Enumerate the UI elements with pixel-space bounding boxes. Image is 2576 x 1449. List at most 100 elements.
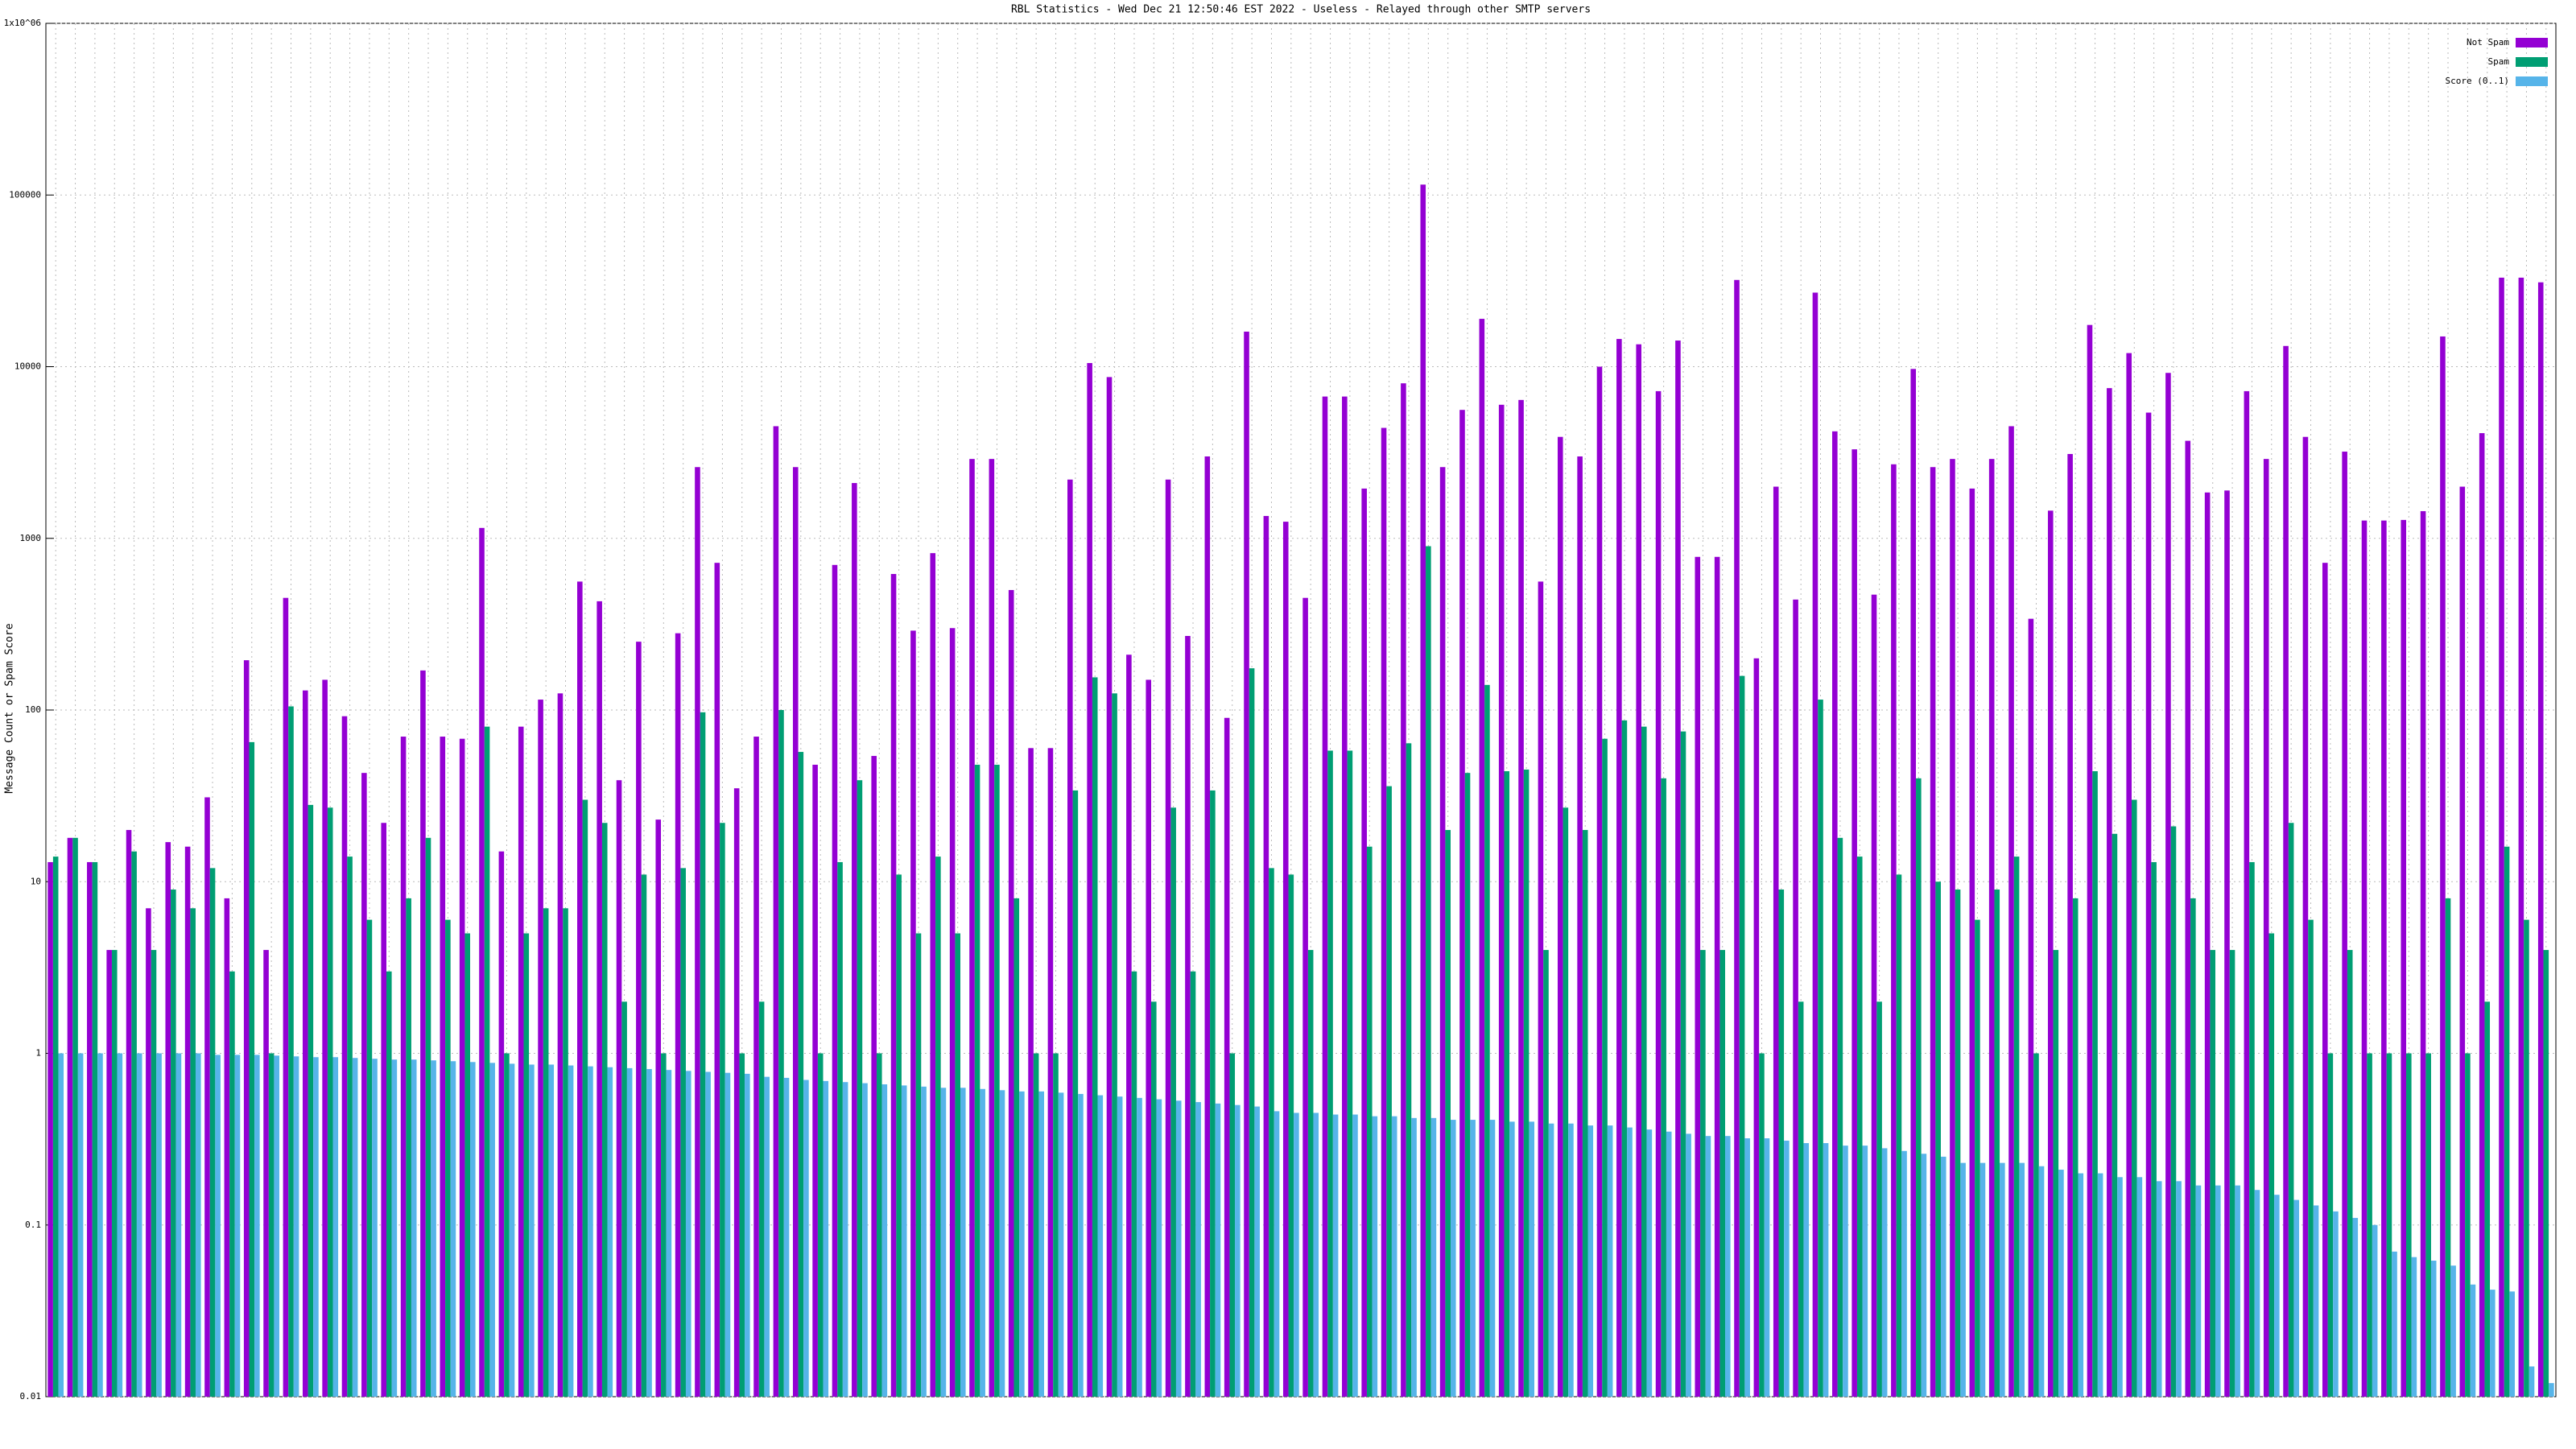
bar: [1156, 1099, 1162, 1397]
bar: [2067, 453, 2073, 1397]
y-axis-label: Message Count or Spam Score: [4, 623, 16, 793]
legend-swatch: [2516, 57, 2548, 67]
bar: [582, 799, 588, 1397]
bar: [420, 670, 426, 1397]
bar: [1563, 807, 1569, 1397]
bar: [1112, 693, 1117, 1397]
bar: [646, 1069, 652, 1397]
bar: [2131, 799, 2137, 1397]
bar: [1509, 1121, 1515, 1397]
bar: [1459, 410, 1465, 1397]
bar: [1969, 488, 1975, 1397]
bar: [2347, 950, 2353, 1397]
bar: [1896, 874, 1902, 1397]
bar: [935, 857, 941, 1397]
bar: [2392, 1251, 2397, 1397]
bar: [204, 797, 210, 1397]
bar: [1470, 1120, 1476, 1397]
bar: [1753, 658, 1760, 1397]
bar: [1131, 971, 1137, 1397]
bar: [47, 861, 53, 1397]
y-tick-label: 0.1: [25, 1220, 41, 1230]
bar: [470, 1062, 476, 1397]
bar: [2210, 950, 2215, 1397]
bar: [817, 1053, 824, 1397]
bar: [960, 1088, 966, 1397]
y-tick-label: 10: [31, 876, 41, 886]
bar: [489, 1063, 495, 1397]
bar: [548, 1064, 555, 1397]
bar: [1204, 456, 1211, 1397]
bar: [1426, 546, 1431, 1397]
bar: [293, 1056, 299, 1397]
bar: [2190, 898, 2196, 1397]
bar: [720, 823, 725, 1397]
bar: [195, 1053, 201, 1397]
bar: [2000, 1162, 2005, 1397]
bar: [1170, 807, 1176, 1397]
bar: [940, 1088, 947, 1397]
bar: [2302, 436, 2309, 1397]
bar: [862, 1083, 868, 1397]
bar: [406, 898, 411, 1397]
bar: [1666, 1131, 1672, 1397]
bar: [1773, 486, 1779, 1397]
bar: [930, 553, 936, 1397]
bar: [529, 1064, 535, 1397]
bar: [2092, 771, 2098, 1397]
bar: [890, 574, 897, 1397]
bar: [661, 1053, 667, 1397]
bar: [2263, 459, 2269, 1397]
bar: [1784, 1140, 1790, 1397]
bar: [2195, 1185, 2202, 1397]
bar: [1557, 436, 1563, 1397]
bar: [2313, 1205, 2319, 1397]
bar: [175, 1053, 182, 1397]
bar: [327, 807, 333, 1397]
bar: [1067, 479, 1073, 1397]
bar: [1313, 1113, 1319, 1397]
bar: [1019, 1091, 1025, 1397]
bar: [1950, 459, 1955, 1397]
bar: [1411, 1117, 1417, 1397]
bar: [1269, 868, 1274, 1397]
bar: [77, 1053, 84, 1397]
bar: [2420, 510, 2426, 1397]
bar: [2170, 826, 2177, 1397]
bar: [1165, 479, 1171, 1397]
bar: [2185, 440, 2191, 1397]
bar: [1675, 341, 1681, 1397]
bar: [131, 851, 137, 1397]
bar: [1641, 726, 1647, 1397]
bar: [1498, 404, 1505, 1397]
bar: [52, 857, 59, 1397]
bar: [2235, 1185, 2240, 1397]
bar: [783, 1077, 790, 1397]
bar: [2249, 861, 2255, 1397]
bar: [126, 830, 132, 1397]
bar: [2117, 1177, 2123, 1397]
bar: [857, 780, 863, 1397]
bar: [1616, 339, 1622, 1397]
y-tick-label: 1x10^06: [4, 18, 41, 28]
bar: [792, 467, 799, 1397]
y-tick-label: 100000: [9, 189, 41, 200]
bar: [881, 1084, 888, 1397]
bar: [2058, 1170, 2064, 1397]
bar: [666, 1070, 672, 1397]
bar: [1719, 950, 1726, 1397]
bar: [156, 1053, 162, 1397]
bar: [1038, 1091, 1045, 1397]
bar: [92, 861, 98, 1397]
bar: [234, 1055, 241, 1397]
bar: [1401, 383, 1406, 1397]
legend-label: Spam: [2488, 56, 2510, 67]
bar: [1008, 589, 1014, 1397]
bar: [2479, 433, 2485, 1397]
bar: [543, 908, 549, 1397]
bar: [288, 706, 294, 1397]
bar: [1812, 292, 1818, 1397]
bar: [2490, 1290, 2496, 1397]
bar: [955, 933, 960, 1397]
